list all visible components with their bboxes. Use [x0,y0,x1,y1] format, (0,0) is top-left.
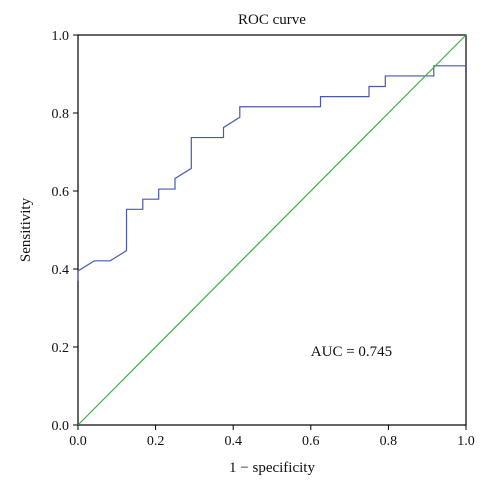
x-tick-label: 0.2 [147,434,165,449]
y-axis-label: Sensitivity [18,197,34,262]
y-tick-label: 1.0 [52,29,70,44]
y-tick-label: 0.6 [52,185,70,200]
y-tick-label: 0.0 [52,419,70,434]
y-axis-ticks: 0.0 0.2 0.4 0.6 0.8 1.0 [52,29,78,434]
x-tick-label: 0.6 [302,434,320,449]
auc-annotation: AUC = 0.745 [311,344,392,360]
x-tick-label: 1.0 [457,434,475,449]
x-tick-label: 0.8 [380,434,398,449]
roc-curve-line [77,65,466,281]
x-tick-label: 0.4 [224,434,242,449]
y-tick-label: 0.4 [52,263,70,278]
y-tick-label: 0.2 [52,341,70,356]
plot-frame [77,34,467,426]
y-tick-label: 0.8 [52,107,70,122]
x-tick-label: 0.0 [69,434,87,449]
series-layer [77,34,467,426]
x-axis-ticks: 0.0 0.2 0.4 0.6 0.8 1.0 [69,425,475,449]
reference-diagonal-line [77,34,467,426]
chart-title: ROC curve [238,12,306,28]
x-axis-label: 1 − specificity [229,460,315,476]
plot-area [77,34,467,426]
